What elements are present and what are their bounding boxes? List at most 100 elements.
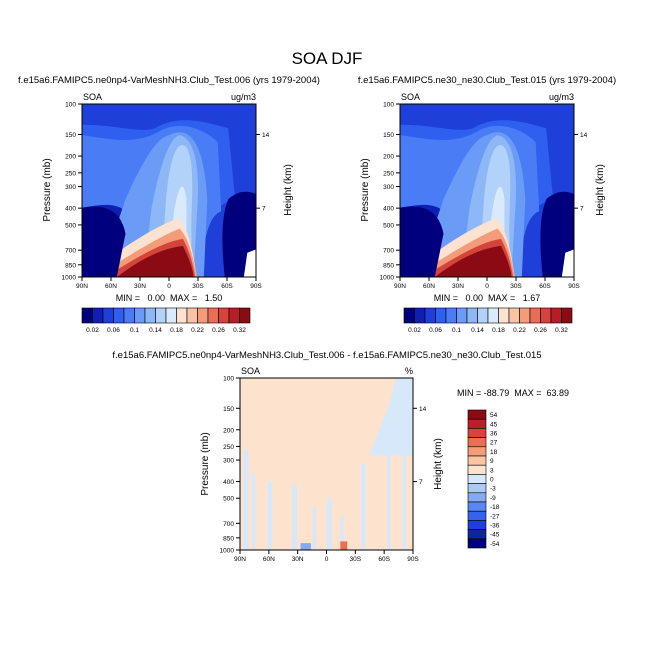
colorbar-box xyxy=(92,307,104,324)
panel-b-x-tick-label: 60S xyxy=(539,283,551,290)
panel-b-colorbar: 0.02 0.06 0.1 0.14 0.18 0.22 0.26 0.32 xyxy=(403,307,573,334)
panel-c-y-tick-label: 400 xyxy=(223,479,234,486)
colorbar-box xyxy=(467,428,487,438)
colorbar-label: 0.14 xyxy=(471,327,484,334)
colorbar-box xyxy=(207,307,219,324)
colorbar-label: 27 xyxy=(490,440,498,447)
colorbar-box xyxy=(176,307,188,324)
diff-negative-strip-2 xyxy=(267,481,273,550)
colorbar-box xyxy=(467,538,487,549)
colorbar-box xyxy=(456,307,468,324)
panel-a-right-ticks: 14 7 xyxy=(256,132,270,213)
panel-a-y-tick-label: 100 xyxy=(65,102,76,109)
panel-c-ylabel: Pressure (mb) xyxy=(200,432,211,495)
panel-a-x-tick-label: 60N xyxy=(105,283,117,290)
panel-c-x-tick-label: 90N xyxy=(234,556,246,563)
panel-b-min-max: MIN = 0.00 MAX = 1.67 xyxy=(434,293,541,303)
panel-a-title: f.e15a6.FAMIPC5.ne0np4-VarMeshNH3.Club_T… xyxy=(18,75,320,86)
panel-c-y-tick-label: 250 xyxy=(223,444,234,451)
panel-c-y-tick-label: 100 xyxy=(223,376,234,383)
colorbar-box xyxy=(403,307,415,324)
panel-c-y-ticks: 100 150 200 250 300 400 500 700 850 1000 xyxy=(220,376,240,555)
colorbar-box xyxy=(186,307,198,324)
panel-b-right-tick-label: 14 xyxy=(580,132,588,139)
colorbar-label: 0.32 xyxy=(233,327,246,334)
panel-b-x-tick-label: 0 xyxy=(485,283,489,290)
colorbar-label: 0.32 xyxy=(555,327,568,334)
panel-c-title: f.e15a6.FAMIPC5.ne0np4-VarMeshNH3.Club_T… xyxy=(112,350,541,361)
colorbar-box xyxy=(467,446,487,457)
panel-b-ylabel: Pressure (mb) xyxy=(360,158,371,221)
fieldA-contour-11 xyxy=(116,245,194,277)
diff-negative-strip-7 xyxy=(361,464,366,550)
colorbar-label: 18 xyxy=(490,449,498,456)
colorbar-box xyxy=(467,464,487,475)
diff-negative-region xyxy=(369,378,413,456)
panel-c-x-tick-label: 30N xyxy=(292,556,304,563)
colorbar-box xyxy=(445,307,457,324)
colorbar-box xyxy=(467,437,487,448)
panel-a-x-ticks: 90N 60N 30N 0 30S 60S 90S xyxy=(76,277,262,290)
panel-a-ylabel: Pressure (mb) xyxy=(42,158,53,221)
panel-c-ylabel-right: Height (km) xyxy=(433,438,444,490)
colorbar-box xyxy=(165,307,177,324)
panel-a-field xyxy=(82,104,256,277)
panel-b-units: ug/m3 xyxy=(549,92,574,102)
colorbar-label: 0.22 xyxy=(191,327,204,334)
panel-c-left-label: SOA xyxy=(241,366,260,376)
panel-a-y-tick-label: 250 xyxy=(65,170,76,177)
panel-c-field xyxy=(240,378,413,550)
colorbar-box xyxy=(467,510,487,521)
colorbar-box xyxy=(508,307,520,324)
colorbar-box xyxy=(467,455,487,466)
colorbar-label: -36 xyxy=(490,523,500,530)
diff-negative-strip-6 xyxy=(340,515,344,550)
colorbar-label: 54 xyxy=(490,412,498,419)
panel-b-y-tick-label: 400 xyxy=(383,206,394,213)
panel-c-units: % xyxy=(405,366,413,376)
fieldA-missing-region xyxy=(243,249,256,277)
colorbar-box xyxy=(435,307,447,324)
colorbar-label: -3 xyxy=(490,486,496,493)
panel-b-x-tick-label: 30N xyxy=(452,283,464,290)
colorbar-box xyxy=(239,307,251,324)
panel-c-x-ticks: 90N 60N 30N 0 30S 60S 90S xyxy=(234,550,419,563)
panel-c-x-tick-label: 60N xyxy=(263,556,275,563)
colorbar-box xyxy=(467,474,487,484)
colorbar-label: 0.1 xyxy=(452,327,461,334)
diff-negative-strip-4 xyxy=(312,507,317,550)
panel-c-x-tick-label: 30S xyxy=(350,556,362,563)
colorbar-label: 0.06 xyxy=(429,327,442,334)
colorbar-label: -9 xyxy=(490,495,496,502)
panel-c: f.e15a6.FAMIPC5.ne0np4-VarMeshNH3.Club_T… xyxy=(112,350,569,563)
colorbar-box xyxy=(113,307,125,324)
panel-c-right-tick-label: 7 xyxy=(419,479,423,486)
panel-a-x-tick-label: 60S xyxy=(221,283,233,290)
panel-a-x-tick-label: 30N xyxy=(134,283,146,290)
colorbar-box xyxy=(134,307,146,324)
panel-c-y-tick-label: 850 xyxy=(223,535,234,542)
diff-negative-strip-8 xyxy=(387,455,391,550)
panel-c-y-tick-label: 700 xyxy=(223,521,234,528)
panel-a-x-tick-label: 30S xyxy=(192,283,204,290)
panel-a-y-tick-label: 200 xyxy=(65,154,76,161)
fieldB-contour-11 xyxy=(434,245,512,277)
panel-c-y-tick-label: 200 xyxy=(223,427,234,434)
colorbar-label: 0 xyxy=(490,477,494,484)
panel-b-field xyxy=(400,104,574,277)
colorbar-box xyxy=(498,307,510,324)
diff-negative-strip-5 xyxy=(326,498,332,550)
colorbar-box xyxy=(529,307,541,324)
panel-c-min-max: MIN = -88.79 MAX = 63.89 xyxy=(457,388,569,398)
panel-a-colorbar: 0.02 0.06 0.1 0.14 0.18 0.22 0.26 0.32 xyxy=(81,307,251,334)
colorbar-box xyxy=(155,307,167,324)
panel-b-y-tick-label: 100 xyxy=(383,102,394,109)
colorbar-box xyxy=(414,307,426,324)
colorbar-box xyxy=(487,307,499,324)
colorbar-label: 0.14 xyxy=(149,327,162,334)
panel-b-y-tick-label: 150 xyxy=(383,132,394,139)
colorbar-label: -54 xyxy=(490,541,500,548)
panel-b-y-tick-label: 250 xyxy=(383,170,394,177)
diff-negative-strip-0 xyxy=(243,450,249,550)
